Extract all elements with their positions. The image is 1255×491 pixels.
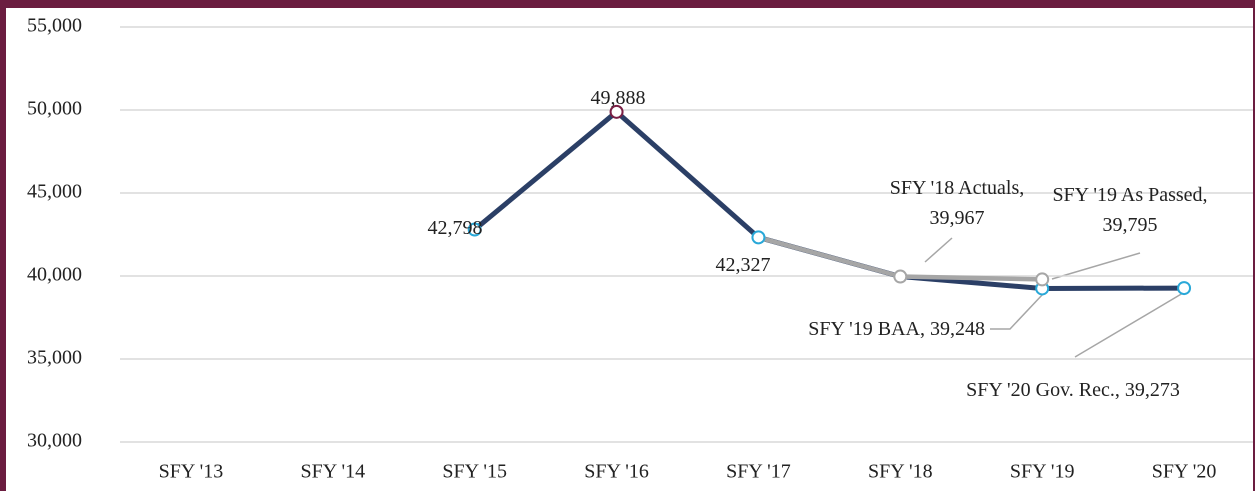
y-tick-label: 55,000 [27,15,82,37]
marker [1177,281,1192,296]
x-tick-label: SFY '18 [868,461,933,483]
x-tick-label: SFY '16 [584,461,649,483]
x-tick-label: SFY '14 [301,461,366,483]
y-tick-label: 40,000 [27,264,82,286]
data-label: SFY '19 BAA, 39,248 [808,318,985,340]
data-label: 49,888 [590,87,646,109]
marker [751,230,766,245]
data-label: SFY '20 Gov. Rec., 39,273 [966,379,1180,401]
leader-line [924,237,953,263]
y-tick-label: 35,000 [27,347,82,369]
data-label: 42,798 [427,217,483,239]
marker [609,104,624,119]
x-tick-label: SFY '13 [159,461,224,483]
y-tick-label: 30,000 [27,430,82,452]
y-tick-label: 45,000 [27,181,82,203]
leader-line [1051,252,1141,280]
data-label: SFY '18 Actuals, 39,967 [889,177,1025,229]
marker [467,222,482,237]
leader-line [990,293,1044,330]
x-tick-label: SFY '17 [726,461,791,483]
marker [1035,272,1050,287]
x-tick-label: SFY '15 [442,461,507,483]
marker [893,269,908,284]
x-tick-label: SFY '19 [1010,461,1075,483]
data-label: SFY '19 As Passed, 39,795 [1052,184,1208,236]
leader-lines [924,237,1184,358]
x-tick-label: SFY '20 [1152,461,1217,483]
data-label: 42,327 [715,254,771,276]
y-tick-label: 50,000 [27,98,82,120]
leader-line [1074,292,1184,358]
